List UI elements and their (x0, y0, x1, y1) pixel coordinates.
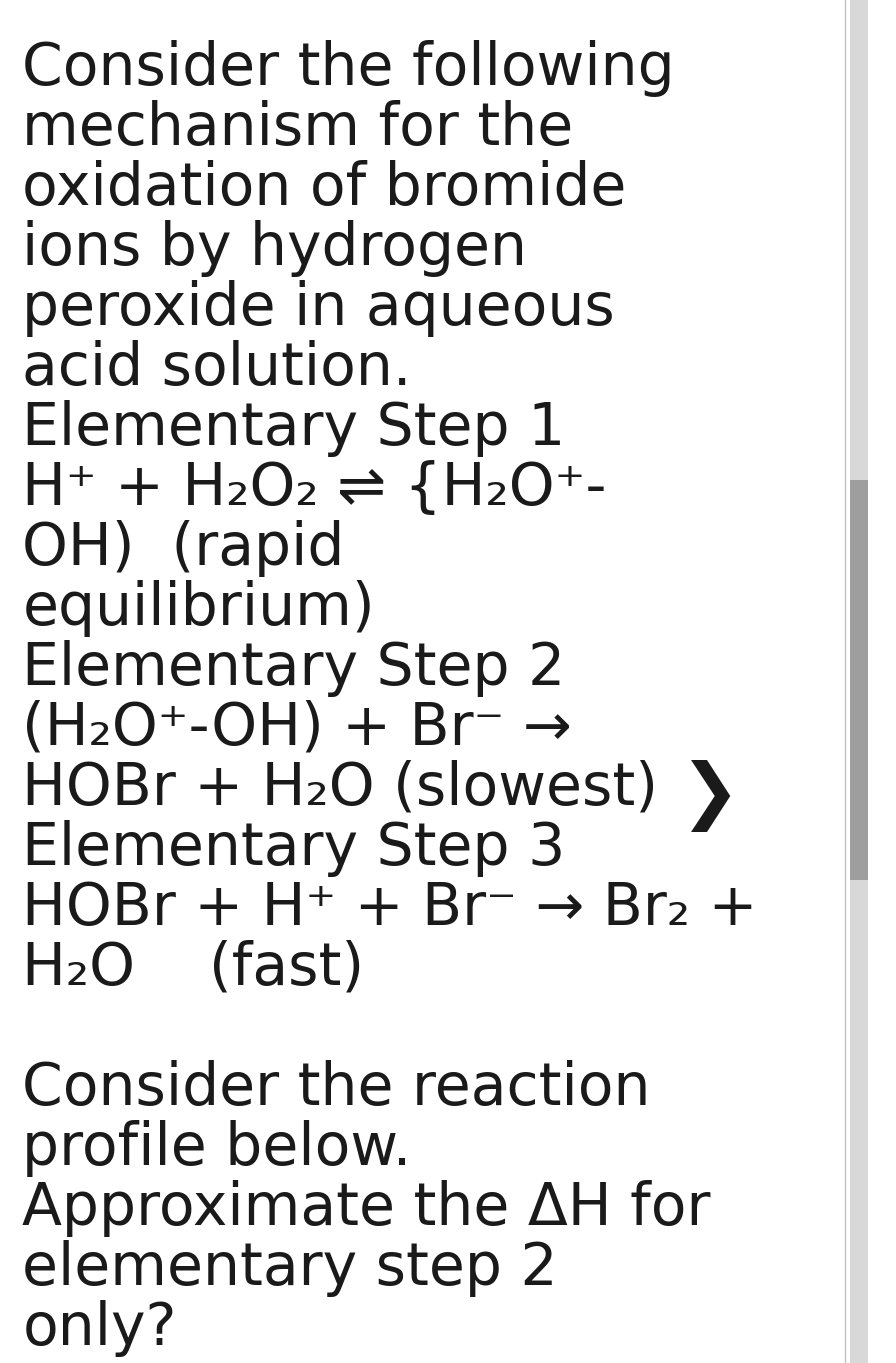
Text: oxidation of bromide: oxidation of bromide (22, 159, 627, 217)
Text: H⁺ + H₂O₂ ⇌ {H₂O⁺-: H⁺ + H₂O₂ ⇌ {H₂O⁺- (22, 459, 607, 517)
Text: mechanism for the: mechanism for the (22, 99, 573, 157)
Text: HOBr + H₂O (slowest): HOBr + H₂O (slowest) (22, 761, 659, 816)
Text: Elementary Step 2: Elementary Step 2 (22, 641, 565, 696)
Text: OH)  (rapid: OH) (rapid (22, 521, 345, 577)
Text: peroxide in aqueous: peroxide in aqueous (22, 279, 616, 337)
Text: acid solution.: acid solution. (22, 339, 412, 397)
Text: ❯: ❯ (680, 761, 740, 831)
Text: profile below.: profile below. (22, 1120, 411, 1178)
Text: (H₂O⁺-OH) + Br⁻ →: (H₂O⁺-OH) + Br⁻ → (22, 701, 573, 756)
Text: equilibrium): equilibrium) (22, 581, 375, 637)
Text: elementary step 2: elementary step 2 (22, 1240, 558, 1298)
Text: only?: only? (22, 1300, 177, 1358)
Bar (850, 0, 868, 1363)
Text: Consider the reaction: Consider the reaction (22, 1060, 650, 1118)
Bar (850, 480, 868, 880)
Text: ions by hydrogen: ions by hydrogen (22, 219, 528, 277)
Text: HOBr + H⁺ + Br⁻ → Br₂ +: HOBr + H⁺ + Br⁻ → Br₂ + (22, 880, 758, 936)
Text: H₂O    (fast): H₂O (fast) (22, 940, 365, 996)
Text: Approximate the ΔH for: Approximate the ΔH for (22, 1180, 711, 1238)
Text: Elementary Step 1: Elementary Step 1 (22, 399, 565, 457)
Text: Consider the following: Consider the following (22, 40, 675, 97)
Text: Elementary Step 3: Elementary Step 3 (22, 821, 565, 876)
